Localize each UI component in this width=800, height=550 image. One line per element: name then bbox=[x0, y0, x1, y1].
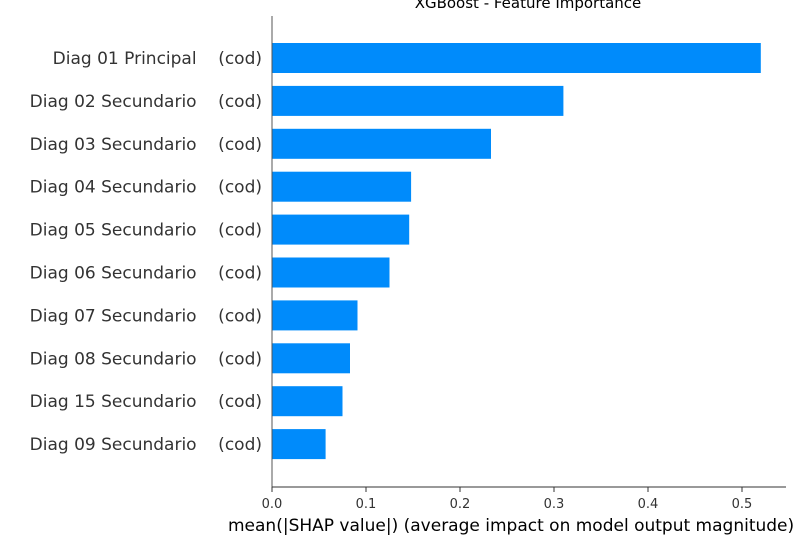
bar-9 bbox=[272, 386, 343, 417]
bar-3 bbox=[272, 128, 491, 159]
category-label-3: Diag 03 Secundario (cod) bbox=[30, 135, 262, 155]
category-label-8: Diag 08 Secundario (cod) bbox=[30, 349, 262, 369]
category-label-7: Diag 07 Secundario (cod) bbox=[30, 306, 262, 326]
bar-2 bbox=[272, 85, 564, 116]
x-tick-label-0: 0.0 bbox=[262, 497, 283, 512]
category-label-6: Diag 06 Secundario (cod) bbox=[30, 264, 262, 284]
category-label-10: Diag 09 Secundario (cod) bbox=[30, 435, 262, 455]
category-labels: Diag 01 Principal (cod) Diag 02 Secundari… bbox=[30, 49, 262, 455]
bar-10 bbox=[272, 429, 326, 460]
category-label-1: Diag 01 Principal (cod) bbox=[53, 49, 262, 69]
bar-6 bbox=[272, 257, 390, 288]
x-ticks: 0.0 0.1 0.2 0.3 0.4 0.5 bbox=[262, 487, 753, 512]
x-tick-label-1: 0.1 bbox=[356, 497, 377, 512]
category-label-5: Diag 05 Secundario (cod) bbox=[30, 221, 262, 241]
chart-title: XGBoost - Feature Importance bbox=[415, 0, 642, 12]
bar-8 bbox=[272, 343, 350, 374]
x-tick-label-4: 0.4 bbox=[638, 497, 659, 512]
bars-group bbox=[272, 43, 761, 460]
bar-7 bbox=[272, 300, 358, 331]
bar-5 bbox=[272, 214, 410, 245]
bar-1 bbox=[272, 43, 761, 73]
x-tick-label-5: 0.5 bbox=[732, 497, 753, 512]
category-label-4: Diag 04 Secundario (cod) bbox=[30, 178, 262, 198]
category-label-2: Diag 02 Secundario (cod) bbox=[30, 92, 262, 112]
x-tick-label-3: 0.3 bbox=[544, 497, 565, 512]
bar-4 bbox=[272, 171, 412, 202]
x-tick-label-2: 0.2 bbox=[450, 497, 471, 512]
x-axis-label: mean(|SHAP value|) (average impact on mo… bbox=[228, 516, 794, 536]
category-label-9: Diag 15 Secundario (cod) bbox=[30, 392, 262, 412]
